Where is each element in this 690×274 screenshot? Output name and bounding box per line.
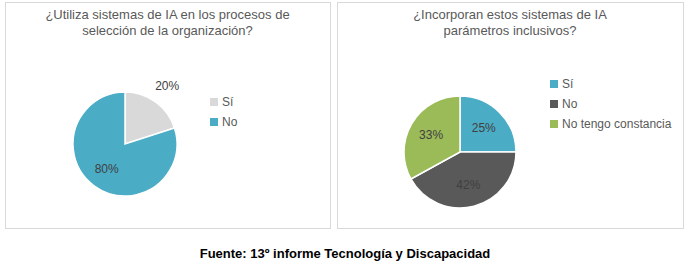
data-label: 20% — [155, 79, 179, 93]
legend-item: No — [550, 97, 578, 111]
legend-item: Sí — [210, 95, 234, 109]
title-line: parámetros inclusivos? — [444, 23, 577, 38]
source-caption: Fuente: 13º informe Tecnología y Discapa… — [200, 246, 491, 261]
legend-label: Sí — [222, 95, 234, 109]
pie-slice — [460, 96, 516, 152]
pie-slice — [73, 92, 177, 196]
chart-title: ¿Incorporan estos sistemas de IAparámetr… — [413, 7, 607, 38]
legend-label: No — [222, 115, 238, 129]
panel-frame — [338, 3, 684, 229]
legend-swatch — [210, 118, 218, 126]
chart-title: ¿Utiliza sistemas de IA en los procesos … — [45, 7, 289, 38]
legend-swatch — [550, 80, 558, 88]
legend-label: No — [562, 97, 578, 111]
pie-slice — [404, 96, 460, 179]
canvas: ¿Utiliza sistemas de IA en los procesos … — [0, 0, 690, 274]
pie: 25% 42% 33% — [404, 96, 516, 208]
legend-label: Sí — [562, 77, 574, 91]
title-line: ¿Utiliza sistemas de IA en los procesos … — [45, 7, 289, 22]
pie: 20% 80% — [73, 79, 180, 196]
title-line: ¿Incorporan estos sistemas de IA — [413, 7, 607, 22]
legend-item: Sí — [550, 77, 574, 91]
chart-panel: ¿Utiliza sistemas de IA en los procesos … — [6, 3, 331, 229]
data-label: 80% — [95, 162, 119, 176]
data-label: 25% — [472, 121, 496, 135]
legend-swatch — [550, 100, 558, 108]
chart-panel: ¿Incorporan estos sistemas de IAparámetr… — [338, 3, 684, 229]
panel-frame — [6, 3, 331, 229]
title-line: selección de la organización? — [82, 23, 253, 38]
legend: Sí No — [210, 95, 238, 129]
data-label: 42% — [456, 178, 480, 192]
legend-swatch — [550, 120, 558, 128]
legend-label: No tengo constancia — [562, 117, 672, 131]
data-label: 33% — [419, 128, 443, 142]
legend-item: No — [210, 115, 238, 129]
legend-item: No tengo constancia — [550, 117, 672, 131]
legend-swatch — [210, 98, 218, 106]
legend: Sí No No tengo constancia — [550, 77, 672, 131]
